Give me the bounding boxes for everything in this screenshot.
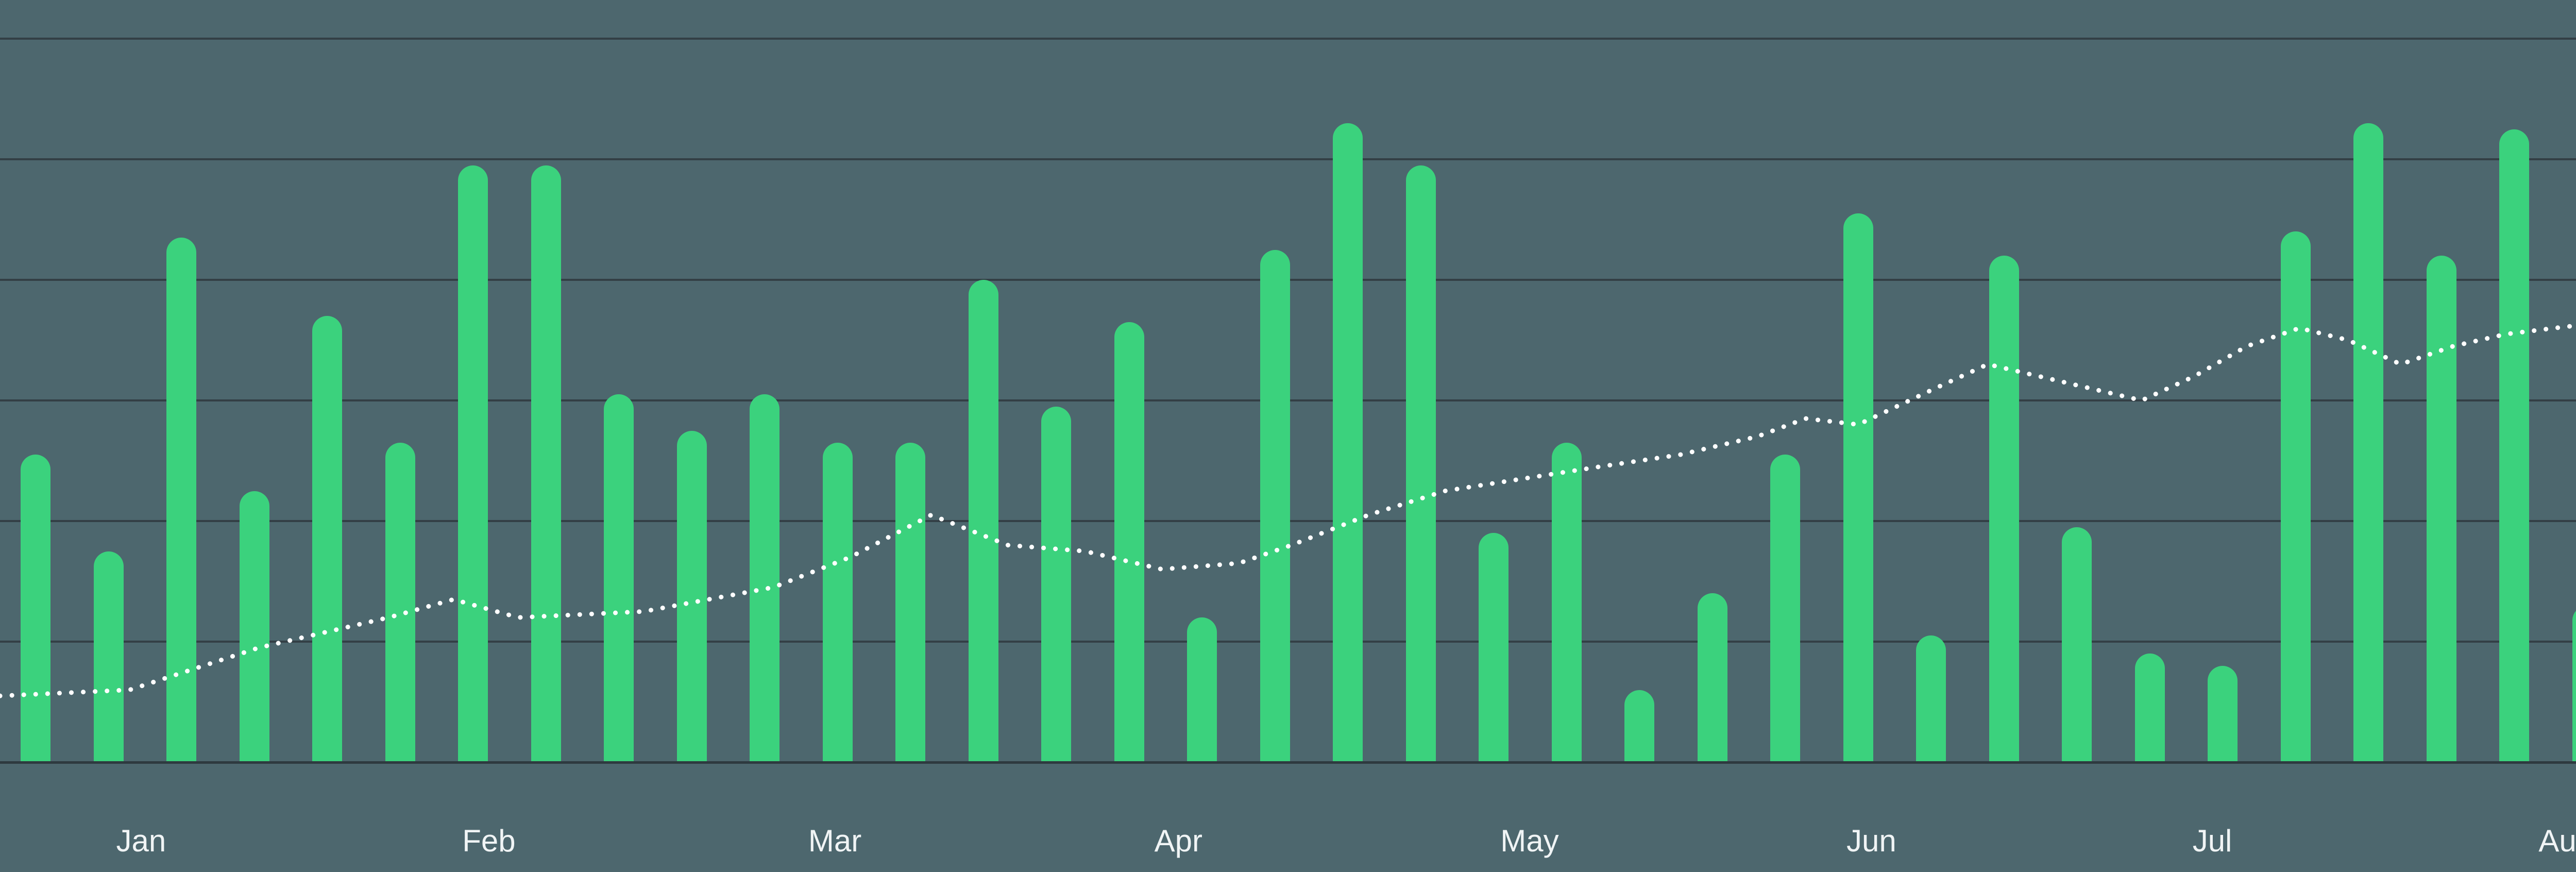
bar <box>93 551 124 762</box>
x-axis-line <box>0 761 2576 764</box>
x-axis-label: Apr <box>1154 824 1202 858</box>
bar <box>2280 231 2311 762</box>
x-axis-label: Jun <box>1846 824 1896 858</box>
plot-area <box>0 38 2576 764</box>
bar <box>1333 123 1363 762</box>
bar <box>312 316 342 762</box>
bar <box>750 394 779 762</box>
bar <box>2426 256 2456 762</box>
gridline <box>0 158 2576 160</box>
gridline <box>0 38 2576 40</box>
bar <box>2572 605 2576 762</box>
bar <box>1260 249 1290 762</box>
bar <box>1405 165 1436 762</box>
bar <box>2062 527 2092 762</box>
bar <box>1551 442 1582 762</box>
bar <box>1843 213 1873 762</box>
bar <box>531 165 561 762</box>
bar <box>604 394 634 762</box>
bar <box>458 165 488 762</box>
x-axis-label: Jan <box>116 824 166 858</box>
bar <box>1114 322 1144 762</box>
bar <box>822 442 853 762</box>
bar <box>968 280 998 762</box>
bar <box>1187 617 1217 762</box>
bar <box>385 442 415 762</box>
bar <box>895 442 925 762</box>
bar <box>21 455 50 762</box>
bar <box>2353 123 2383 762</box>
bar <box>1624 690 1654 762</box>
x-axis-label: Aug <box>2538 824 2576 858</box>
bar <box>1989 256 2019 762</box>
bar <box>239 491 269 762</box>
bar <box>1479 533 1509 762</box>
x-axis-label: Jul <box>2192 824 2232 858</box>
x-axis-label: Feb <box>462 824 516 858</box>
bar <box>1770 455 1800 762</box>
x-axis-label: May <box>1500 824 1559 858</box>
bar <box>2208 665 2238 762</box>
bar <box>676 430 707 762</box>
x-axis-label: Mar <box>808 824 862 858</box>
bar <box>166 238 196 762</box>
bar <box>1916 635 1946 762</box>
bar <box>2499 129 2529 762</box>
bar <box>1041 406 1071 762</box>
bar <box>1697 593 1727 762</box>
bar <box>2134 653 2165 762</box>
